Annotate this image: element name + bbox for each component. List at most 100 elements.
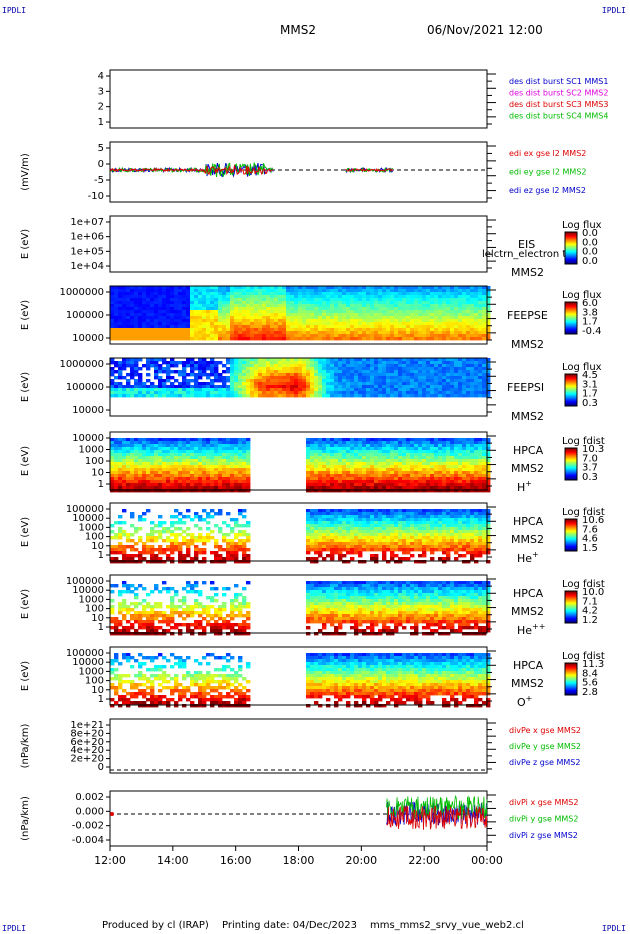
feepsi-cell <box>342 391 347 395</box>
hpca-h-cell <box>182 471 187 475</box>
hpca-h-cell <box>418 474 423 478</box>
eis-cb-cell <box>565 232 577 234</box>
feepse-cell <box>350 313 355 317</box>
hpca-h-cell <box>190 459 195 463</box>
feepse-cell <box>486 307 491 311</box>
feepse-cell <box>114 328 119 332</box>
feepsi-cell <box>346 379 351 383</box>
feepsi-cell <box>246 370 251 374</box>
feepse-cell <box>346 304 351 308</box>
hpca-h-cell <box>114 465 119 469</box>
hpca-h-cell <box>458 471 463 475</box>
hpca-he-cell <box>178 545 183 549</box>
feepsi-cell <box>414 376 419 380</box>
hpca-he-cell <box>314 551 319 555</box>
feepse-cell <box>266 337 271 341</box>
hpca-h-cell <box>478 489 483 493</box>
feepsi-cell <box>282 373 287 377</box>
feepse-cell <box>454 319 459 323</box>
feepse-cell <box>430 295 435 299</box>
feepse-cell <box>390 319 395 323</box>
feepsi-cell <box>354 394 359 398</box>
feepsi-cell <box>318 379 323 383</box>
hpca-h-cell <box>362 459 367 463</box>
hpca-h-cell <box>478 474 483 478</box>
feepsi-cell <box>318 388 323 392</box>
hpca-h-cell <box>170 456 175 460</box>
feepse-cell <box>422 325 427 329</box>
feepsi-cell <box>450 358 455 362</box>
feepse-cell <box>174 325 179 329</box>
feepsi-cell <box>134 394 139 398</box>
hpca-he-cell <box>230 557 235 561</box>
feepsi-cell <box>410 385 415 389</box>
feepse-cell <box>202 307 207 311</box>
feepse-cell <box>134 298 139 302</box>
feepse-cell <box>478 313 483 317</box>
hpca-h-cell <box>310 444 315 448</box>
hpca-h-cell <box>230 465 235 469</box>
feepsi-cell <box>130 376 135 380</box>
feepse-cell <box>482 313 487 317</box>
hpca-h-cell <box>382 453 387 457</box>
feepse-cell <box>274 322 279 326</box>
feepse-cell <box>118 328 123 332</box>
hpca-h-cell <box>398 483 403 487</box>
feepsi-cell <box>294 376 299 380</box>
feepse-cell <box>334 310 339 314</box>
feepse-ytick-label-2: 10000 <box>72 333 104 344</box>
feepsi-cell <box>446 394 451 398</box>
hpca-h-cell <box>242 441 247 445</box>
feepsi-cell <box>254 373 259 377</box>
feepsi-cell <box>394 370 399 374</box>
hpca-he-cell <box>218 548 223 552</box>
feepsi-cell <box>430 361 435 365</box>
hpca-h-cell <box>326 462 331 466</box>
feepse-cell <box>214 298 219 302</box>
feepsi-cell <box>262 373 267 377</box>
feepsi-cell <box>314 367 319 371</box>
hpca-he-cell <box>234 518 239 522</box>
feepsi-cell <box>250 376 255 380</box>
feepsi-cell <box>198 358 203 362</box>
hpca-h-cell <box>222 477 227 481</box>
feepse-cell <box>198 292 203 296</box>
feepse-cell <box>262 334 267 338</box>
feepse-cell <box>350 325 355 329</box>
feepse-cell <box>138 328 143 332</box>
feepse-cell <box>150 310 155 314</box>
corner-label-bottom-right: IPDLI <box>601 924 626 933</box>
feepse-cell <box>126 298 131 302</box>
hpca-h-cell <box>178 444 183 448</box>
hpca-h-cell <box>402 468 407 472</box>
hpca-he-cell <box>190 518 195 522</box>
feepse-cell <box>162 289 167 293</box>
hpca-h-cell <box>322 450 327 454</box>
feepsi-cell <box>266 364 271 368</box>
hpca-h-cell <box>122 453 127 457</box>
hpca-h-cell <box>126 441 131 445</box>
hpca-h-cell <box>426 456 431 460</box>
hpca-h-cell <box>210 465 215 469</box>
hpca-h-cell <box>150 441 155 445</box>
hpca-he-cell <box>226 551 231 555</box>
hpca-he-cell <box>202 509 207 513</box>
feepse-cell <box>114 301 119 305</box>
hpca-h-cell <box>242 459 247 463</box>
feepse-cell <box>226 310 231 314</box>
hpca-he-cell <box>310 539 315 543</box>
feepse-cell <box>218 337 223 341</box>
hpca-h-cell <box>358 453 363 457</box>
feepse-cell <box>466 304 471 308</box>
feepsi-cell <box>186 394 191 398</box>
feepsi-cell <box>458 361 463 365</box>
feepsi-cell <box>194 373 199 377</box>
feepse-cell <box>246 316 251 320</box>
feepse-cell <box>186 334 191 338</box>
feepsi-cell <box>418 361 423 365</box>
hpca-he-cell <box>202 542 207 546</box>
hpca-h-cell <box>334 477 339 481</box>
feepsi-cell <box>330 376 335 380</box>
eis-cb-cell <box>565 256 577 258</box>
feepsi-cell <box>294 382 299 386</box>
